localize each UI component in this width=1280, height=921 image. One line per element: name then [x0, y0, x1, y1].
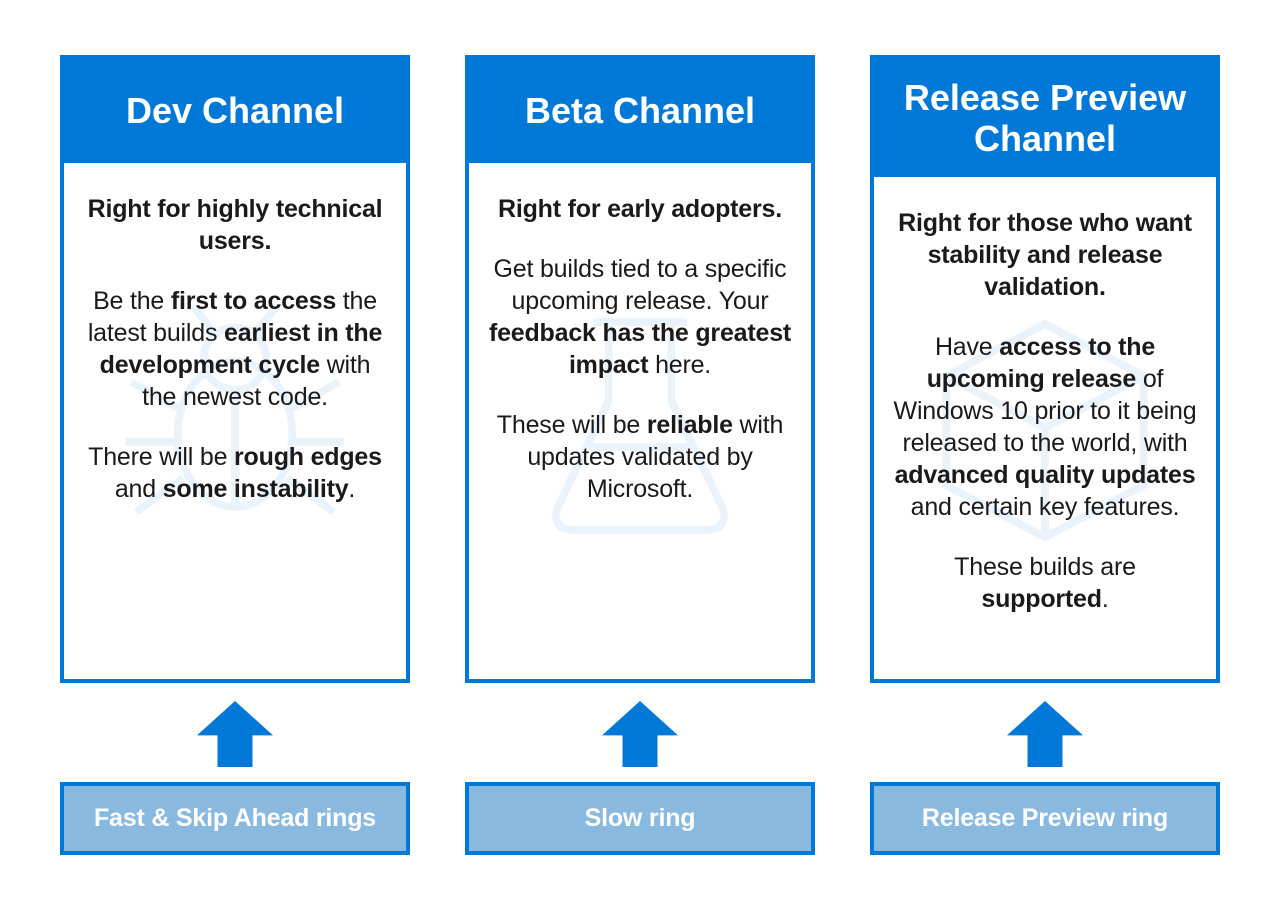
card-release-preview: Release Preview Channel Right for those … — [870, 55, 1220, 683]
card-header-release-preview: Release Preview Channel — [874, 59, 1216, 177]
card-body-release-preview: Right for those who want stability and r… — [874, 177, 1216, 679]
card-dev: Dev Channel Right for highly technical u… — [60, 55, 410, 683]
card-header-beta: Beta Channel — [469, 59, 811, 163]
card-dev-paragraph-0: Right for highly technical users. — [82, 193, 388, 257]
card-beta-paragraph-0: Right for early adopters. — [487, 193, 793, 225]
card-dev-paragraph-1: Be the first to access the latest builds… — [82, 285, 388, 413]
card-release-preview-paragraph-1: Have access to the upcoming release of W… — [892, 331, 1198, 523]
card-body-dev: Right for highly technical users. Be the … — [64, 163, 406, 679]
arrow-up-icon — [1007, 701, 1083, 772]
ring-label-release-preview: Release Preview ring — [870, 782, 1220, 855]
card-beta-paragraph-2: These will be reliable with updates vali… — [487, 409, 793, 505]
arrow-up-icon — [602, 701, 678, 772]
card-release-preview-paragraph-0: Right for those who want stability and r… — [892, 207, 1198, 303]
card-body-beta: Right for early adopters. Get builds tied… — [469, 163, 811, 679]
ring-label-dev: Fast & Skip Ahead rings — [60, 782, 410, 855]
card-dev-paragraph-2: There will be rough edges and some insta… — [82, 441, 388, 505]
card-beta: Beta Channel Right for early adopters. Ge… — [465, 55, 815, 683]
column-beta: Beta Channel Right for early adopters. Ge… — [465, 55, 815, 855]
column-dev: Dev Channel Right for highly technical u… — [60, 55, 410, 855]
channels-container: Dev Channel Right for highly technical u… — [0, 0, 1280, 855]
card-release-preview-paragraph-2: These builds are supported. — [892, 551, 1198, 615]
ring-label-beta: Slow ring — [465, 782, 815, 855]
card-header-dev: Dev Channel — [64, 59, 406, 163]
card-beta-paragraph-1: Get builds tied to a specific upcoming r… — [487, 253, 793, 381]
arrow-up-icon — [197, 701, 273, 772]
column-release-preview: Release Preview Channel Right for those … — [870, 55, 1220, 855]
